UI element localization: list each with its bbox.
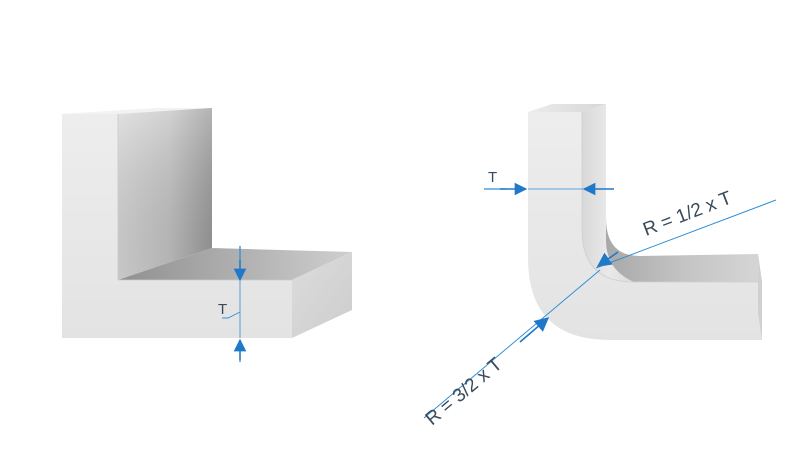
inner-radius-label: R = 1/2 x T [640, 188, 735, 241]
outer-radius-arrow [520, 318, 548, 342]
bent-part-flange-top [606, 218, 762, 282]
sharp-angle-part [62, 108, 352, 338]
thickness-label-right: T [488, 169, 497, 186]
thickness-label-left: T [218, 301, 227, 318]
outer-radius-label: R = 3/2 x T [422, 354, 507, 430]
